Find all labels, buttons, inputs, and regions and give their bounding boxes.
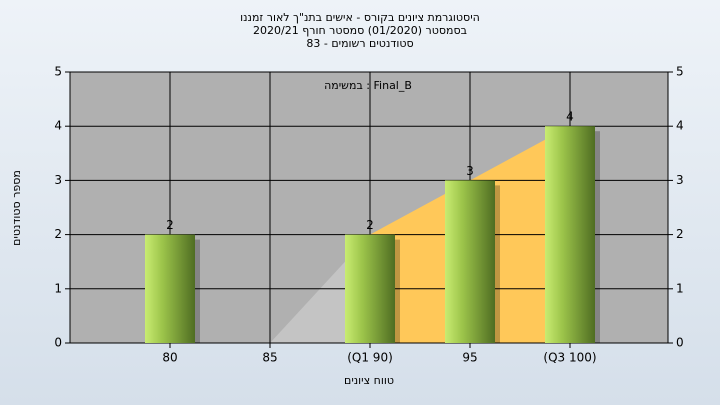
chart-title: היסטוגרמת ציונים בקורס - אישים בתנ"ך לאו… [240,11,480,24]
data-label: 2 [366,218,374,232]
bar [145,234,195,343]
y-tick-label: 0 [54,336,62,350]
y-tick-label: 3 [54,173,62,187]
x-axis-label: טווח ציונים [344,374,394,387]
y2-tick-label: 5 [676,65,684,79]
y2-tick-label: 4 [676,119,684,133]
y-tick-label: 4 [54,119,62,133]
y2-tick-label: 2 [676,227,684,241]
data-label: 3 [466,164,474,178]
x-tick-label: (Q1 90) [347,351,393,365]
y-tick-label: 5 [54,65,62,79]
bar [445,180,495,343]
data-label: 4 [566,110,574,124]
x-tick-label: 80 [162,351,177,365]
y-axis-label: מספר סטודנטים [10,170,23,246]
y2-tick-label: 1 [676,281,684,295]
bar [545,126,595,343]
data-label: 2 [166,218,174,232]
y-tick-label: 1 [54,281,62,295]
y2-tick-label: 3 [676,173,684,187]
y-tick-label: 2 [54,227,62,241]
y2-tick-label: 0 [676,336,684,350]
subtitle: סטודנטים רשומים - 83 [306,37,413,50]
subtitle: בסמסטר (01/2020) סמסטר חורף 2020/21 [253,24,467,37]
annotation: במשימה : Final_B [324,79,412,92]
x-tick-label: (Q3 100) [543,351,596,365]
bar [345,234,395,343]
x-tick-label: 95 [462,351,477,365]
x-tick-label: 85 [262,351,277,365]
